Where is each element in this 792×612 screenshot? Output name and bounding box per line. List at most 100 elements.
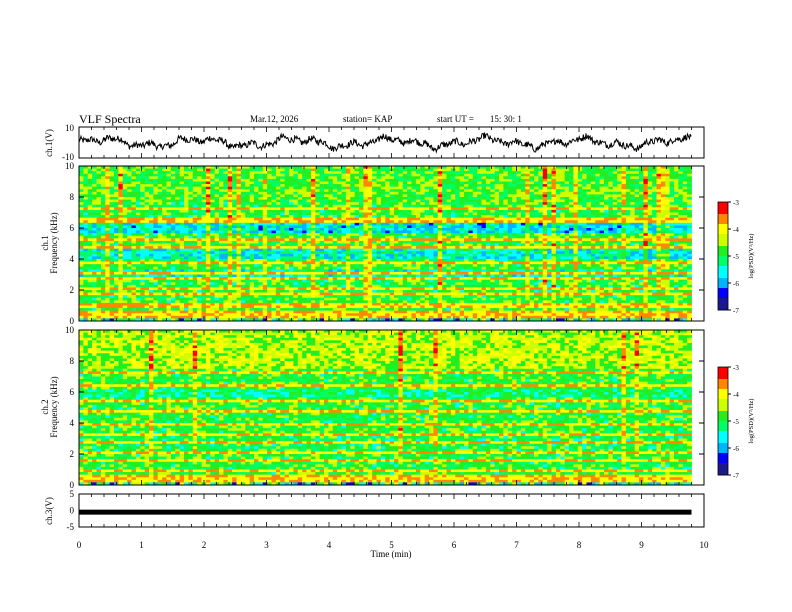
spec1-cell (236, 235, 242, 239)
spec1-cell (485, 253, 491, 257)
spec1-cell (402, 230, 408, 234)
spec1-cell (468, 204, 474, 208)
spec1-cell (166, 191, 172, 195)
spec1-cell (306, 233, 312, 237)
spec1-cell (485, 225, 491, 229)
spec1-cell (188, 230, 194, 234)
spec1-cell (149, 248, 154, 252)
spec1-cell (560, 251, 566, 255)
spec1-cell (520, 199, 526, 203)
spec1-cell (96, 173, 102, 177)
spec1-cell (669, 243, 675, 247)
spec1-cell (678, 235, 684, 239)
spec1-cell (144, 251, 150, 255)
spec1-cell (656, 166, 662, 169)
spec1-cell (131, 202, 137, 206)
spec1-cell (324, 173, 329, 177)
spec1-cell (665, 233, 671, 237)
spec1-cell (367, 189, 373, 193)
spec1-cell (608, 207, 614, 211)
spec1-cell (669, 166, 675, 169)
spec1-cell (210, 184, 216, 188)
spec1-cell (477, 173, 482, 177)
spec1-cell (573, 228, 579, 231)
spec1-cell (643, 197, 649, 200)
spec1-cell (520, 209, 526, 213)
spec1-cell (512, 189, 517, 193)
spec1-cell (617, 171, 622, 175)
spec1-cell (262, 220, 268, 224)
spec1-cell (79, 238, 84, 242)
spec1-cell (289, 181, 294, 185)
spec1-cell (494, 199, 500, 203)
spec1-cell (534, 184, 539, 188)
spec1-cell (569, 166, 574, 169)
spec1-cell (490, 217, 496, 221)
spec1-cell (507, 168, 513, 172)
spec1-cell (354, 181, 360, 185)
spec1-cell (354, 202, 360, 206)
spec1-cell (542, 176, 548, 180)
spec1-cell (109, 202, 115, 206)
spec1-cell (625, 166, 631, 169)
spec1-cell (122, 235, 128, 239)
spec1-cell (219, 202, 224, 206)
spec1-cell (376, 191, 382, 195)
spec1-cell (481, 215, 487, 219)
spec1-cell (223, 256, 229, 260)
spec1-cell (245, 230, 251, 234)
spec1-cell (464, 197, 469, 200)
spec1-cell (569, 204, 574, 208)
spec1-cell (96, 202, 102, 206)
spec1-cell (573, 251, 579, 255)
spec1-cell (499, 204, 504, 208)
spec1-cell (499, 240, 504, 244)
spec1-cell (122, 191, 128, 195)
spec1-cell (595, 251, 601, 255)
spec1-cell (166, 228, 172, 231)
spec1-cell (569, 178, 574, 182)
spec1-cell (590, 235, 596, 239)
spec1-cell (555, 212, 561, 216)
spec1-cell (131, 184, 137, 188)
spec1-cell (564, 199, 570, 203)
spec1-cell (617, 235, 622, 239)
spec1-cell (674, 233, 679, 237)
spec1-cell (341, 212, 347, 216)
spec1-cell (302, 171, 307, 175)
spec1-cell (674, 212, 679, 216)
spec1-cell (652, 191, 657, 195)
spec1-cell (674, 253, 679, 257)
spec1-cell (236, 178, 242, 182)
spec1-cell (157, 181, 163, 185)
spec1-cell (170, 199, 176, 203)
spec1-cell (652, 173, 657, 177)
spec1-cell (385, 199, 391, 203)
spec1-cell (302, 207, 307, 211)
spec1-cell (254, 215, 259, 219)
spec1-cell (122, 233, 128, 237)
spec1-cell (319, 202, 325, 206)
spec1-cell (153, 173, 159, 177)
spec1-cell (407, 253, 412, 257)
spec1-cell (240, 238, 246, 242)
spec1-cell (184, 199, 189, 203)
spec1-cell (332, 173, 338, 177)
spec1-cell (385, 233, 391, 237)
spec1-cell (372, 256, 377, 260)
spec1-cell (569, 191, 574, 195)
spec1-cell (192, 217, 198, 221)
spec1-cell (302, 215, 307, 219)
spec1-cell (534, 212, 539, 216)
spec1-cell (577, 202, 583, 206)
spec1-cell (284, 238, 290, 242)
spec1-cell (639, 171, 644, 175)
spec1-cell (175, 238, 181, 242)
spec1-cell (109, 181, 115, 185)
spec1-cell (468, 235, 474, 239)
spec1-cell (96, 251, 102, 255)
spec1-cell (520, 230, 526, 234)
spec1-cell (328, 228, 334, 231)
spec1-cell (446, 194, 452, 198)
spec1-cell (297, 209, 303, 213)
